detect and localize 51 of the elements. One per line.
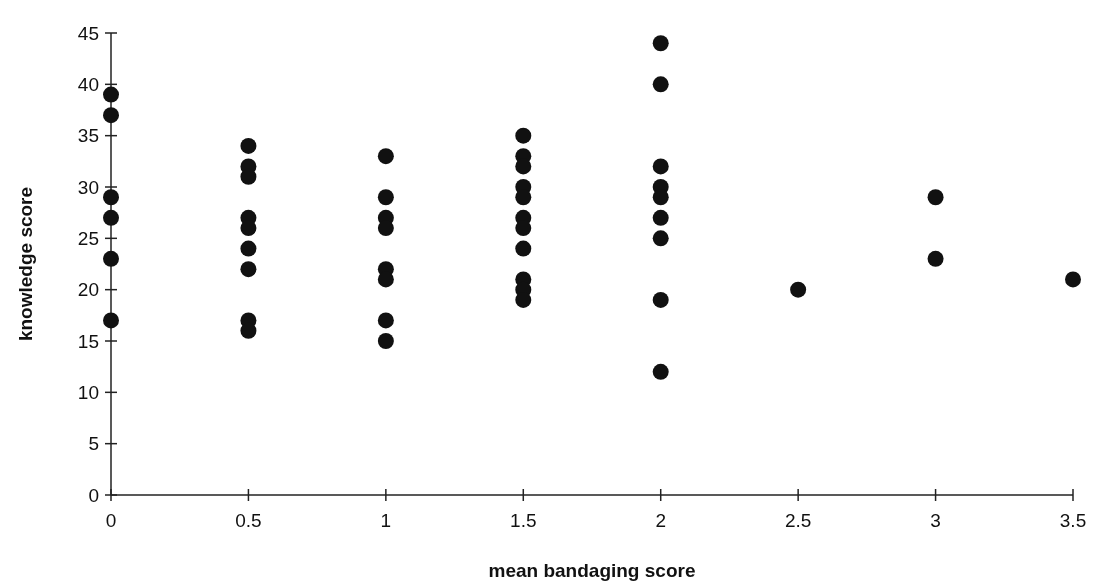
- y-tick-label: 20: [77, 279, 99, 301]
- y-tick-label: 30: [77, 176, 99, 198]
- point: [240, 137, 257, 154]
- point: [103, 86, 119, 103]
- x-tick-label: 2.5: [784, 510, 812, 531]
- x-tick-label: 2: [655, 510, 666, 531]
- x-tick-label: 0.5: [235, 510, 262, 531]
- x-tick-label: 3: [930, 510, 941, 531]
- point: [377, 312, 394, 329]
- point: [927, 250, 944, 267]
- point: [652, 35, 669, 52]
- x-tick-label: 1: [380, 510, 392, 531]
- y-tick-label: 10: [77, 381, 99, 403]
- point: [927, 189, 944, 206]
- point: [377, 220, 394, 237]
- point: [652, 230, 669, 247]
- y-tick-label: 15: [77, 330, 99, 352]
- point: [652, 189, 669, 206]
- x-axis-title: mean bandaging score: [488, 560, 696, 581]
- x-tick-label: 3.5: [1059, 510, 1087, 531]
- point: [652, 363, 669, 380]
- point: [240, 261, 257, 278]
- point: [652, 209, 669, 226]
- point: [377, 189, 394, 206]
- point: [515, 189, 532, 206]
- y-tick-label: 0: [88, 484, 99, 506]
- point: [1065, 271, 1081, 288]
- point: [515, 220, 532, 237]
- point: [103, 250, 119, 267]
- y-tick-label: 25: [77, 227, 99, 249]
- point: [652, 291, 669, 308]
- point: [515, 240, 532, 257]
- x-tick-label: 1.5: [510, 510, 537, 531]
- point: [103, 209, 119, 226]
- x-tick-label: 0: [105, 510, 117, 531]
- point: [103, 312, 119, 329]
- point: [240, 220, 257, 237]
- point: [240, 240, 257, 257]
- y-tick-label: 35: [77, 125, 99, 147]
- point: [652, 158, 669, 175]
- y-tick-label: 45: [77, 22, 99, 44]
- point: [103, 189, 119, 206]
- point: [377, 148, 394, 165]
- y-tick-label: 40: [77, 73, 99, 95]
- point: [652, 76, 669, 93]
- point: [377, 333, 394, 349]
- y-tick-label: 5: [88, 433, 99, 455]
- y-axis-title: knowledge score: [15, 186, 36, 342]
- point: [790, 281, 807, 298]
- point: [103, 107, 119, 124]
- point: [515, 127, 532, 144]
